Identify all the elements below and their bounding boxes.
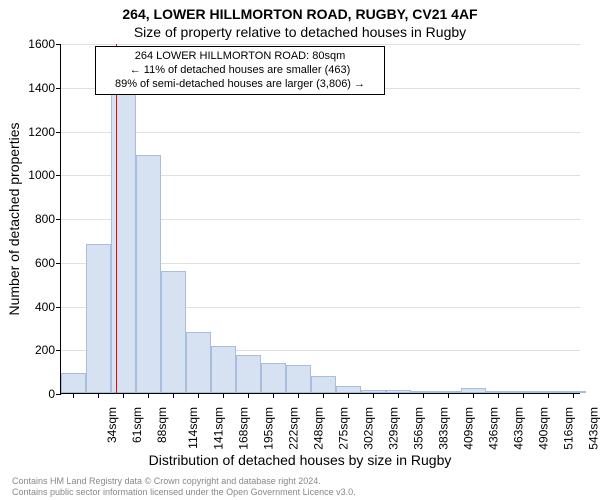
xtick-mark — [73, 393, 74, 398]
xtick-label: 34sqm — [106, 407, 120, 443]
ytick-mark — [56, 394, 61, 395]
xtick-mark — [223, 393, 224, 398]
ytick-mark — [56, 350, 61, 351]
xtick-mark — [98, 393, 99, 398]
xtick-mark — [248, 393, 249, 398]
histogram-bar — [86, 244, 111, 393]
ytick-mark — [56, 44, 61, 45]
xtick-mark — [198, 393, 199, 398]
grid-line — [61, 132, 580, 133]
xtick-mark — [573, 393, 574, 398]
xtick-mark — [473, 393, 474, 398]
xtick-label: 248sqm — [312, 407, 326, 450]
xtick-mark — [423, 393, 424, 398]
xtick-mark — [298, 393, 299, 398]
ytick-label: 1200 — [15, 125, 55, 139]
footer-line1: Contains HM Land Registry data © Crown c… — [12, 476, 356, 487]
annotation-line1: 264 LOWER HILLMORTON ROAD: 80sqm — [101, 50, 379, 64]
xtick-mark — [373, 393, 374, 398]
xtick-label: 275sqm — [337, 407, 351, 450]
footer-line2: Contains public sector information licen… — [12, 487, 356, 498]
xtick-label: 543sqm — [587, 407, 600, 450]
xtick-mark — [173, 393, 174, 398]
reference-line — [116, 44, 117, 393]
histogram-bar — [236, 355, 261, 393]
xtick-mark — [148, 393, 149, 398]
xtick-label: 61sqm — [131, 407, 145, 443]
xtick-label: 195sqm — [262, 407, 276, 450]
xtick-mark — [123, 393, 124, 398]
footer-attribution: Contains HM Land Registry data © Crown c… — [12, 476, 356, 498]
xtick-mark — [448, 393, 449, 398]
ytick-mark — [56, 263, 61, 264]
xtick-mark — [398, 393, 399, 398]
ytick-label: 1600 — [15, 37, 55, 51]
histogram-bar — [61, 373, 86, 393]
ytick-label: 1400 — [15, 81, 55, 95]
plot-area — [60, 44, 580, 394]
xtick-label: 88sqm — [155, 407, 169, 443]
xtick-label: 302sqm — [362, 407, 376, 450]
histogram-bar — [211, 346, 236, 393]
ytick-label: 800 — [15, 212, 55, 226]
ytick-mark — [56, 307, 61, 308]
histogram-bar — [311, 376, 336, 394]
annotation-line2: ← 11% of detached houses are smaller (46… — [101, 64, 379, 78]
xtick-mark — [498, 393, 499, 398]
ytick-label: 1000 — [15, 168, 55, 182]
x-axis-label: Distribution of detached houses by size … — [0, 452, 600, 468]
xtick-label: 356sqm — [412, 407, 426, 450]
figure: 264, LOWER HILLMORTON ROAD, RUGBY, CV21 … — [0, 0, 600, 500]
xtick-mark — [548, 393, 549, 398]
ytick-mark — [56, 132, 61, 133]
grid-line — [61, 44, 580, 45]
xtick-label: 436sqm — [487, 407, 501, 450]
ytick-label: 400 — [15, 300, 55, 314]
histogram-bar — [161, 271, 186, 394]
xtick-label: 141sqm — [212, 407, 226, 450]
xtick-label: 114sqm — [186, 407, 200, 449]
histogram-bar — [286, 365, 311, 393]
xtick-label: 222sqm — [287, 407, 301, 450]
xtick-mark — [348, 393, 349, 398]
xtick-label: 383sqm — [437, 407, 451, 450]
xtick-label: 329sqm — [387, 407, 401, 450]
chart-title-line2: Size of property relative to detached ho… — [0, 24, 600, 40]
ytick-label: 200 — [15, 343, 55, 357]
xtick-label: 168sqm — [237, 407, 251, 450]
ytick-mark — [56, 175, 61, 176]
histogram-bar — [186, 332, 211, 393]
ytick-mark — [56, 219, 61, 220]
ytick-mark — [56, 88, 61, 89]
histogram-bar — [136, 155, 161, 393]
annotation-line3: 89% of semi-detached houses are larger (… — [101, 78, 379, 92]
ytick-label: 600 — [15, 256, 55, 270]
xtick-label: 409sqm — [462, 407, 476, 450]
histogram-bar — [261, 363, 286, 393]
xtick-label: 463sqm — [512, 407, 526, 450]
xtick-mark — [323, 393, 324, 398]
xtick-label: 490sqm — [537, 407, 551, 450]
ytick-label: 0 — [15, 387, 55, 401]
annotation-box: 264 LOWER HILLMORTON ROAD: 80sqm ← 11% o… — [95, 46, 385, 95]
xtick-mark — [523, 393, 524, 398]
chart-title-line1: 264, LOWER HILLMORTON ROAD, RUGBY, CV21 … — [0, 6, 600, 22]
xtick-label: 516sqm — [562, 407, 576, 450]
xtick-mark — [273, 393, 274, 398]
